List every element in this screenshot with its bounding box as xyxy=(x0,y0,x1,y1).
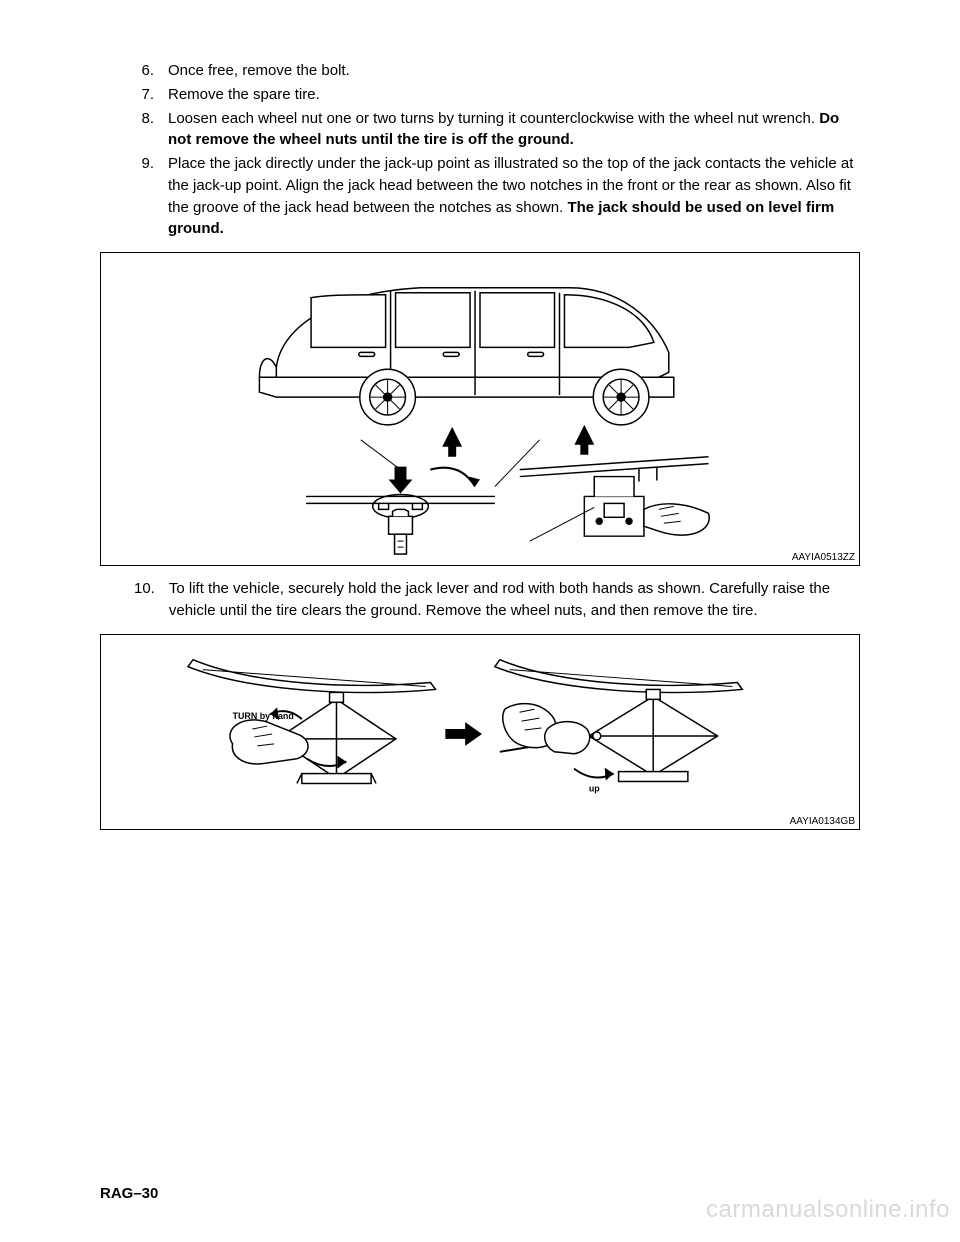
figure-jack-points: AAYIA0513ZZ xyxy=(100,252,860,566)
instruction-list-2: 10. To lift the vehicle, securely hold t… xyxy=(100,578,860,622)
instruction-list: 6. Once free, remove the bolt. 7. Remove… xyxy=(100,60,860,240)
step-text: Loosen each wheel nut one or two turns b… xyxy=(168,108,860,152)
step-number: 7. xyxy=(134,84,168,106)
step-6: 6. Once free, remove the bolt. xyxy=(134,60,860,82)
watermark: carmanualsonline.info xyxy=(706,1196,950,1224)
step-number: 8. xyxy=(134,108,168,152)
step-text: Remove the spare tire. xyxy=(168,84,860,106)
step-text: Place the jack directly under the jack-u… xyxy=(168,153,860,240)
page-number: RAG–30 xyxy=(100,1185,158,1202)
figure-caption: AAYIA0513ZZ xyxy=(792,552,855,563)
page-container: 6. Once free, remove the bolt. 7. Remove… xyxy=(0,0,960,1242)
step-7: 7. Remove the spare tire. xyxy=(134,84,860,106)
vehicle-diagram-svg xyxy=(101,253,859,565)
step-text: To lift the vehicle, securely hold the j… xyxy=(169,578,860,622)
step-number: 10. xyxy=(134,578,169,622)
step-number: 6. xyxy=(134,60,168,82)
jack-operation-svg: TURN by hand up xyxy=(101,635,859,829)
label-up: up xyxy=(589,783,600,793)
label-turn-by-hand: TURN by hand xyxy=(233,711,294,721)
step-10: 10. To lift the vehicle, securely hold t… xyxy=(134,578,860,622)
step-number: 9. xyxy=(134,153,168,240)
step-9: 9. Place the jack directly under the jac… xyxy=(134,153,860,240)
figure-jack-operation: TURN by hand up AAYIA0134GB xyxy=(100,634,860,830)
step-text: Once free, remove the bolt. xyxy=(168,60,860,82)
step-8: 8. Loosen each wheel nut one or two turn… xyxy=(134,108,860,152)
figure-caption: AAYIA0134GB xyxy=(790,816,855,827)
